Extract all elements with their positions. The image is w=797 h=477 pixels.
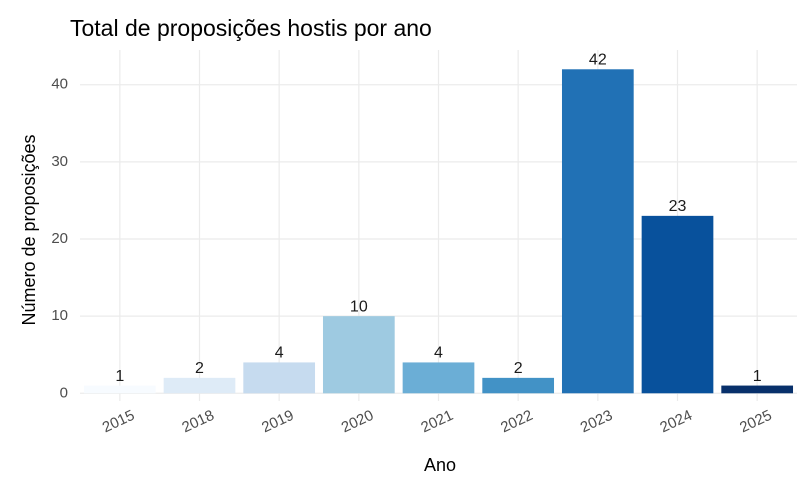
- data-label: 4: [434, 345, 443, 362]
- data-label: 10: [350, 298, 368, 315]
- x-tick-label: 2025: [737, 407, 774, 437]
- bar: [482, 377, 555, 394]
- bar: [83, 385, 156, 394]
- y-tick-label: 30: [51, 153, 68, 170]
- data-label: 2: [195, 360, 204, 377]
- data-label: 23: [669, 198, 687, 215]
- x-tick-label: 2018: [179, 407, 216, 437]
- y-axis-label: Número de proposições: [19, 134, 39, 325]
- data-label: 1: [753, 368, 762, 385]
- y-tick-label: 0: [60, 384, 68, 401]
- chart-title: Total de proposições hostis por ano: [70, 15, 432, 41]
- x-tick-label: 2020: [339, 407, 376, 437]
- bar: [641, 215, 714, 394]
- bar: [561, 69, 634, 394]
- data-label: 2: [514, 360, 523, 377]
- bar: [322, 316, 395, 394]
- data-label: 4: [275, 345, 284, 362]
- bar: [243, 362, 316, 394]
- data-label: 1: [115, 368, 124, 385]
- y-tick-label: 10: [51, 307, 68, 324]
- bar: [721, 385, 794, 394]
- x-tick-label: 2024: [657, 407, 694, 437]
- bar: [402, 362, 475, 394]
- x-tick-label: 2023: [578, 407, 615, 437]
- x-tick-label: 2021: [418, 407, 455, 437]
- x-tick-label: 2019: [259, 407, 296, 437]
- y-tick-label: 20: [51, 230, 68, 247]
- bar: [163, 377, 236, 394]
- data-label: 42: [589, 52, 607, 69]
- y-tick-label: 40: [51, 76, 68, 93]
- x-tick-label: 2022: [498, 407, 535, 437]
- x-tick-label: 2015: [100, 407, 137, 437]
- x-axis-label: Ano: [424, 455, 456, 475]
